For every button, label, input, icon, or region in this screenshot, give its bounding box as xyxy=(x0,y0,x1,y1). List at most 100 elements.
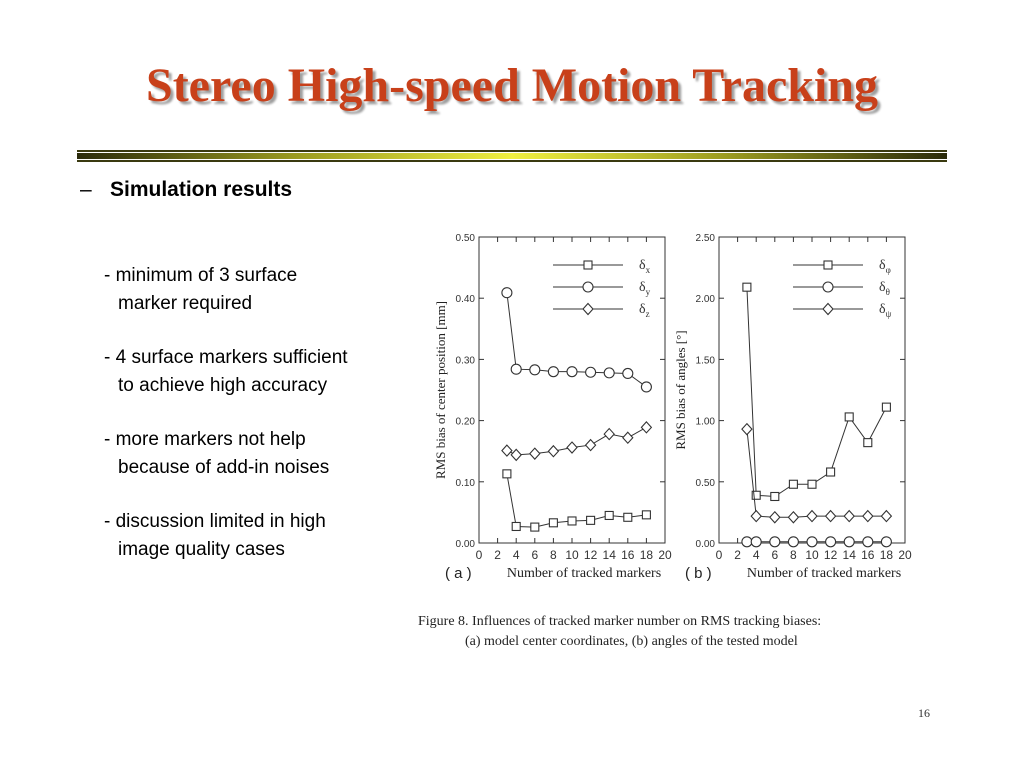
legend-marker xyxy=(583,260,593,270)
data-point xyxy=(807,479,817,489)
data-point xyxy=(769,536,781,548)
bullet-line: to achieve high accuracy xyxy=(118,375,328,396)
x-tick-label: 6 xyxy=(771,548,778,562)
x-tick-label: 2 xyxy=(734,548,741,562)
x-tick-label: 20 xyxy=(658,548,672,562)
bullet-line: - 4 surface markers sufficient xyxy=(104,347,348,368)
y-tick-label: 1.50 xyxy=(696,355,716,366)
data-point xyxy=(529,447,541,460)
legend-label: δy xyxy=(639,280,651,297)
x-tick-label: 0 xyxy=(476,548,483,562)
data-point xyxy=(843,536,855,548)
bullet-line: - more markers not help xyxy=(104,429,306,450)
legend-label: δφ xyxy=(879,258,891,275)
x-tick-label: 8 xyxy=(550,548,557,562)
data-point xyxy=(741,422,753,436)
x-tick-label: 20 xyxy=(898,548,912,562)
x-tick-label: 4 xyxy=(513,548,520,562)
data-point xyxy=(862,536,874,548)
data-point xyxy=(622,367,634,380)
series-z xyxy=(501,421,653,462)
data-point xyxy=(826,467,836,477)
legend-label: δx xyxy=(639,258,651,275)
data-point xyxy=(788,479,798,489)
legend-item: δx xyxy=(553,258,651,275)
y-tick-label: 0.20 xyxy=(456,417,476,428)
data-point xyxy=(880,509,893,523)
bullet-line: marker required xyxy=(118,293,253,314)
series-x xyxy=(502,469,651,532)
x-tick-label: 4 xyxy=(753,548,760,562)
data-point xyxy=(547,366,559,378)
title-divider xyxy=(77,150,947,162)
x-tick-label: 16 xyxy=(861,548,875,562)
y-tick-label: 2.00 xyxy=(696,294,716,305)
bullet-line: because of add-in noises xyxy=(118,457,330,478)
bullet-point: - 4 surface markers sufficient to achiev… xyxy=(104,344,414,400)
data-point xyxy=(623,512,633,522)
data-point xyxy=(567,516,577,526)
data-point xyxy=(742,282,752,292)
legend-marker xyxy=(822,281,834,293)
y-axis-label: RMS bias of angles [°] xyxy=(673,330,688,449)
data-point xyxy=(750,509,762,523)
x-axis-label: Number of tracked markers xyxy=(747,566,901,581)
plot-frame xyxy=(478,236,666,544)
legend-marker xyxy=(823,260,833,270)
data-point xyxy=(844,412,854,422)
x-tick-label: 14 xyxy=(603,548,617,562)
data-point xyxy=(881,402,891,412)
series-y xyxy=(501,287,652,393)
bullet-line: - minimum of 3 surface xyxy=(104,265,298,286)
data-point xyxy=(741,536,753,548)
legend-item: δφ xyxy=(793,258,891,275)
data-point xyxy=(843,509,855,523)
legend-item: δy xyxy=(553,280,651,297)
data-point xyxy=(787,510,800,524)
data-point xyxy=(787,536,799,548)
legend-marker xyxy=(822,302,834,316)
data-point xyxy=(530,522,540,532)
x-tick-label: 12 xyxy=(824,548,838,562)
y-tick-label: 2.50 xyxy=(696,233,716,244)
data-point xyxy=(585,366,597,378)
data-point xyxy=(548,518,558,528)
legend-item: δψ xyxy=(793,302,892,319)
legend-label: δz xyxy=(639,302,650,319)
data-point xyxy=(529,364,541,376)
bullet-line: image quality cases xyxy=(118,539,285,560)
legend-label: δθ xyxy=(879,280,890,297)
page-number: 16 xyxy=(918,706,930,720)
data-point xyxy=(750,536,762,548)
data-point xyxy=(622,431,634,445)
x-tick-label: 16 xyxy=(621,548,635,562)
slide-title: Stereo High-speed Motion Tracking xyxy=(146,59,878,112)
figure-8: 0 2 4 6 8 10 12 14 16 18 20 0.00 0.10 0.20 0.30 0.40 0.5… xyxy=(415,225,915,655)
bullet-point: - minimum of 3 surface marker required xyxy=(104,262,414,318)
chart-panel-b: 0 2 4 6 8 10 12 14 16 18 20 0.00 0.50 1.00 1.50 2.00 2.5… xyxy=(673,233,912,582)
data-point xyxy=(547,444,560,458)
data-point xyxy=(501,287,513,299)
data-point xyxy=(603,427,615,441)
y-tick-label: 0.00 xyxy=(696,539,716,550)
bullet-point: - discussion limited in high image quali… xyxy=(104,508,414,564)
chart-panel-a: 0 2 4 6 8 10 12 14 16 18 20 0.00 0.10 0.20 0.30 0.40 0.5… xyxy=(433,233,672,582)
x-tick-label: 18 xyxy=(880,548,894,562)
data-point xyxy=(640,421,653,434)
bullet-point: - more markers not help because of add-i… xyxy=(104,426,414,482)
data-point xyxy=(824,509,837,523)
bullet-dash: – xyxy=(80,178,92,201)
x-tick-label: 12 xyxy=(584,548,598,562)
data-point xyxy=(641,510,651,520)
data-point xyxy=(806,509,818,523)
section-heading: Simulation results xyxy=(110,178,293,201)
data-point xyxy=(806,536,818,548)
legend-label: δψ xyxy=(879,302,892,319)
x-tick-label: 0 xyxy=(716,548,723,562)
x-tick-label: 8 xyxy=(790,548,797,562)
data-point xyxy=(640,381,652,393)
y-tick-label: 1.00 xyxy=(696,417,716,428)
y-tick-label: 0.00 xyxy=(456,539,476,550)
caption-line: Figure 8. Influences of tracked marker n… xyxy=(418,614,822,629)
legend-item: δz xyxy=(553,302,650,319)
